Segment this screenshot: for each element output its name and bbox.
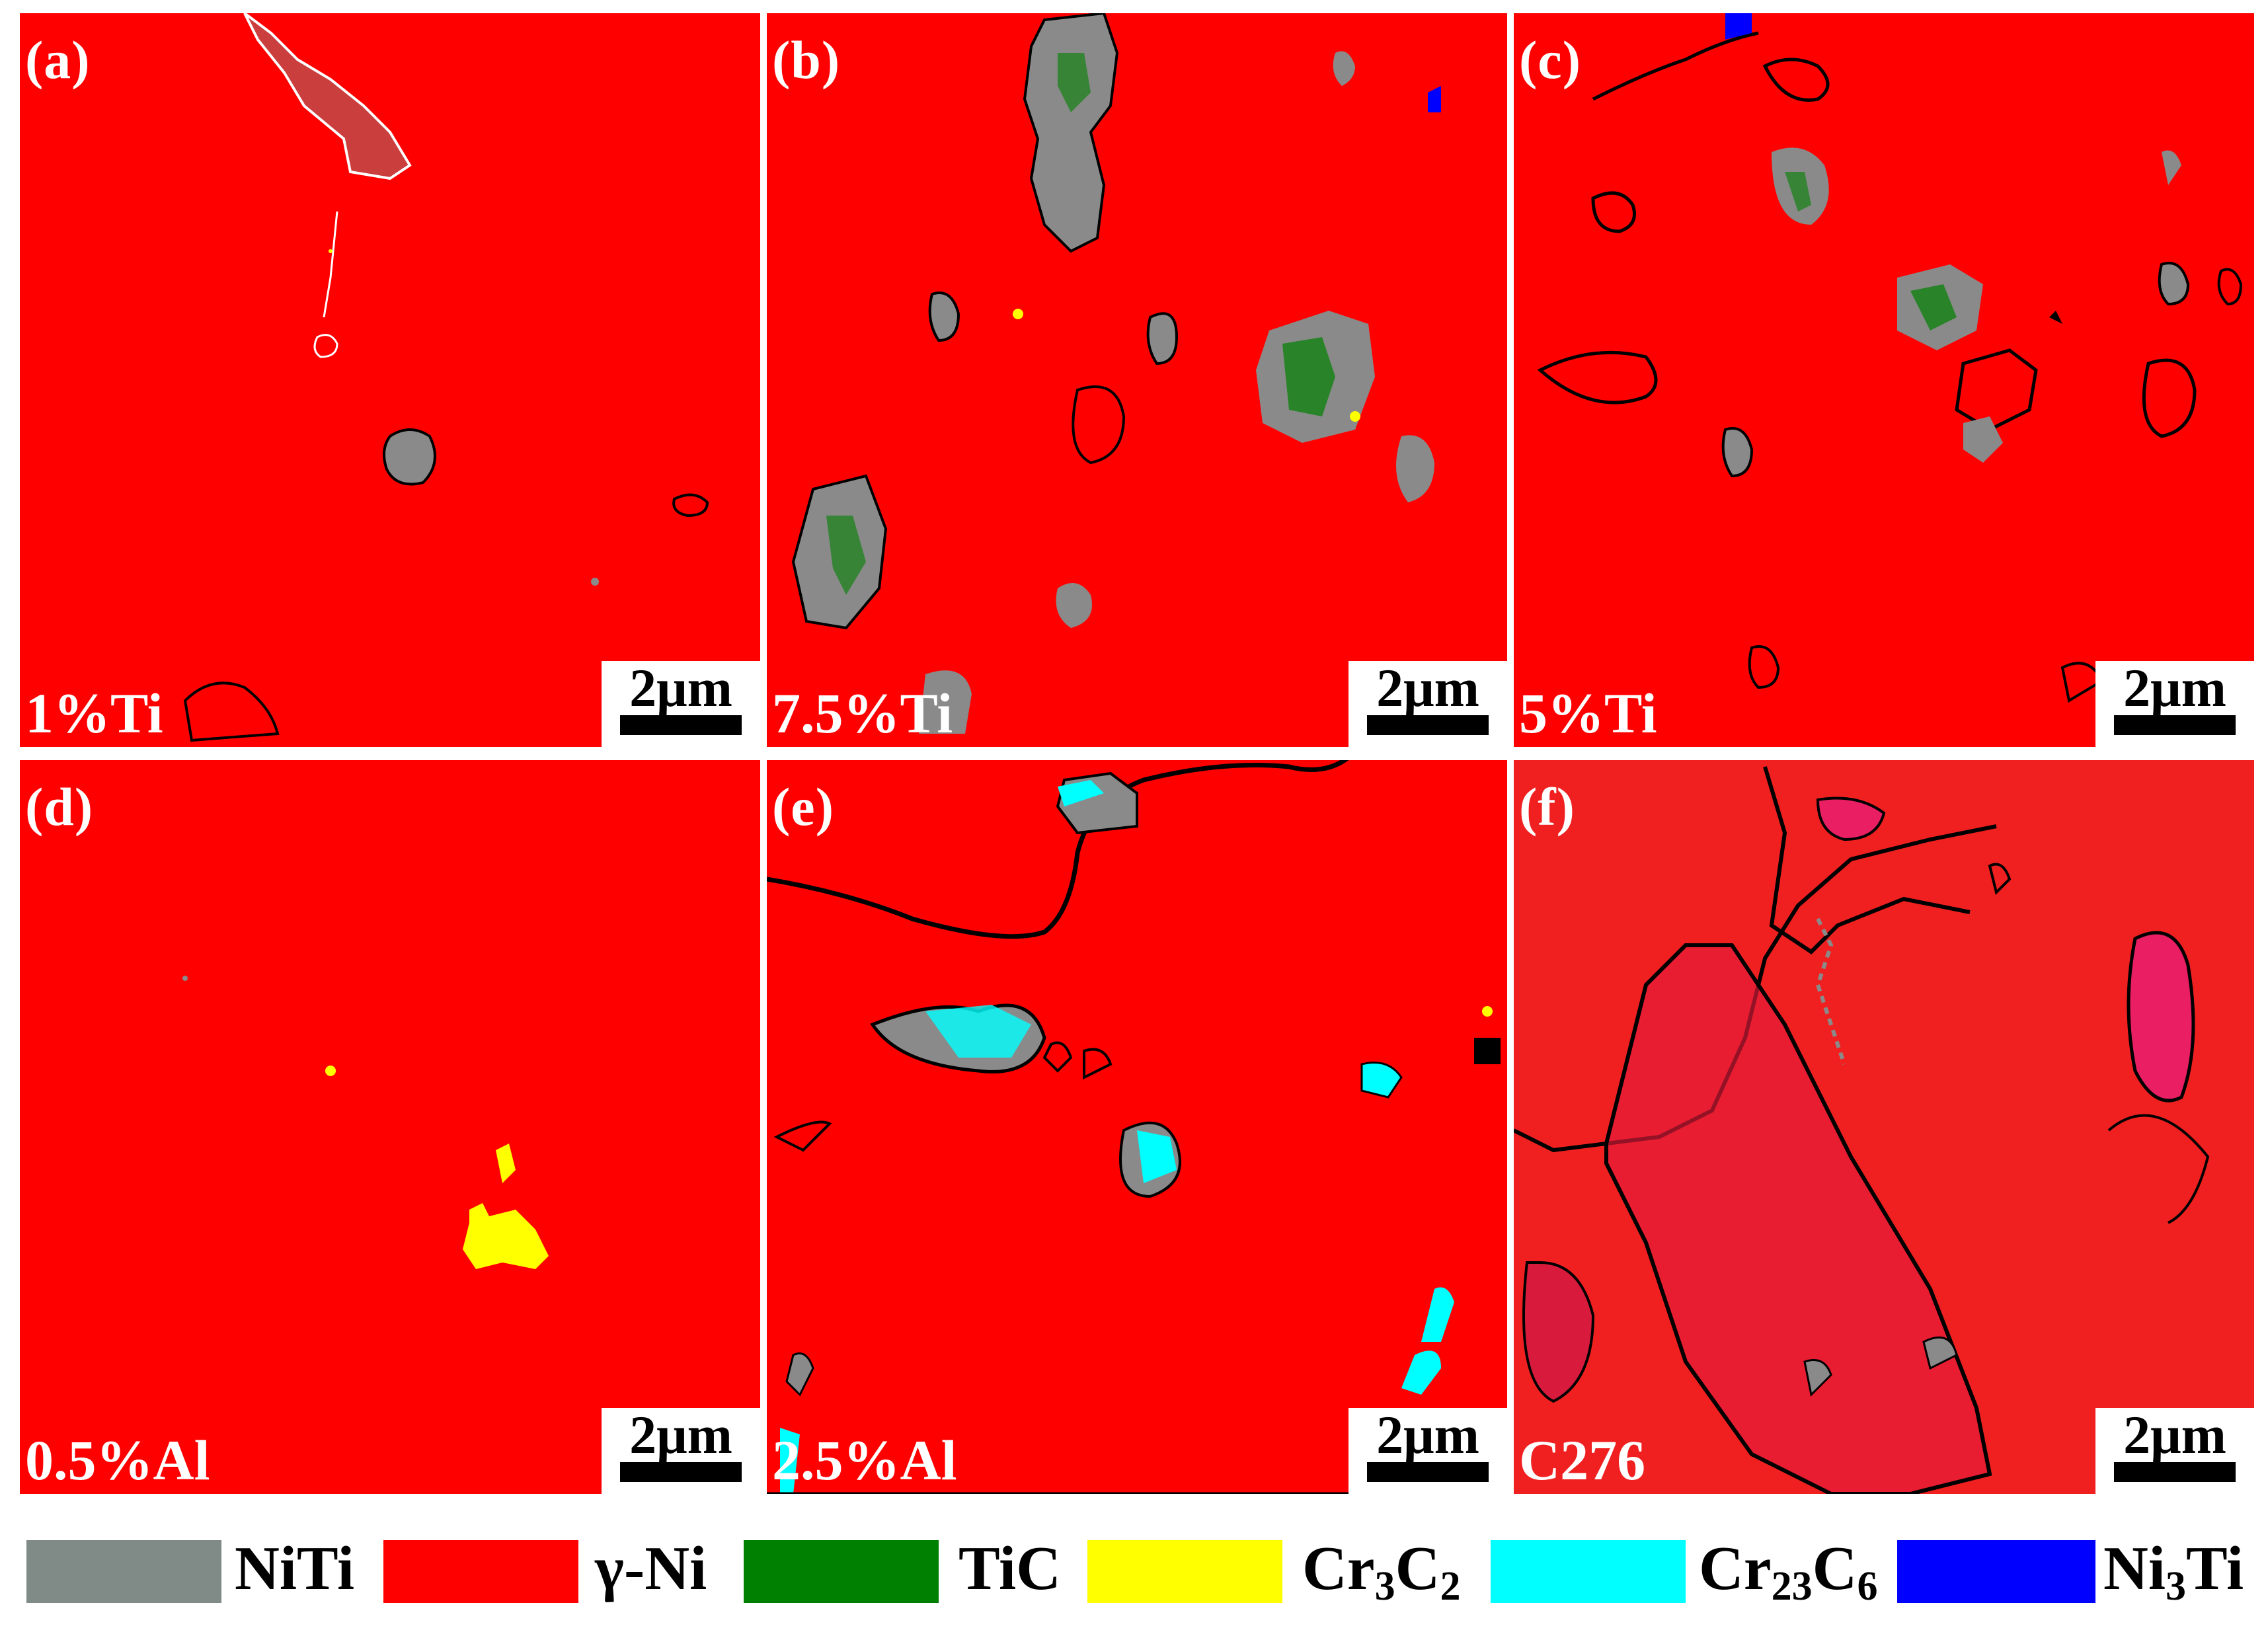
scale-text: 2μm [2123,1405,2226,1465]
scale-text: 2μm [1376,658,1479,718]
panel-label: (b) [772,30,841,90]
legend-swatch-gamma-ni [383,1540,578,1603]
legend-label-gamma-ni: γ-Ni [595,1534,707,1603]
phase-legend: NiTi γ-Ni TiC Cr3C2 Cr23C6 Ni3Ti [0,1534,2268,1613]
scale-bar-line [620,715,742,735]
legend-label-tic: TiC [958,1534,1061,1603]
panel-label: (d) [25,777,94,837]
panel-b: (b) 7.5%Ti 2μm [767,13,1507,747]
panel-label: (a) [25,30,91,90]
panel-f: (f) C276 2μm [1514,760,2254,1494]
legend-label-niti: NiTi [235,1534,355,1603]
legend-swatch-tic [744,1540,939,1603]
phase-map-e [767,760,1501,1494]
scale-bar: 2μm [602,661,760,747]
scale-bar-line [2114,1462,2236,1482]
legend-label-ni3ti: Ni3Ti [2103,1534,2244,1609]
legend-swatch-cr23c6 [1491,1540,1686,1603]
legend-swatch-niti [26,1540,221,1603]
scale-text: 2μm [1376,1405,1479,1465]
scale-text: 2μm [2123,658,2226,718]
scale-bar: 2μm [1349,661,1507,747]
composition-label: 1%Ti [25,681,163,745]
phase-map-f [1514,766,2210,1494]
composition-label: 2.5%Al [772,1428,957,1492]
panel-label: (e) [772,777,835,837]
panel-label: (c) [1519,30,1582,90]
scale-bar: 2μm [2095,661,2254,747]
scale-bar-line [1367,1462,1489,1482]
scale-bar-line [620,1462,742,1482]
panel-e: (e) 2.5%Al 2μm [767,760,1507,1494]
composition-label: C276 [1519,1428,1646,1492]
phase-map-c [1537,13,2243,703]
scale-text: 2μm [629,658,732,718]
composition-label: 7.5%Ti [772,681,953,745]
scale-bar-line [1367,715,1489,735]
scale-bar: 2μm [1349,1408,1507,1494]
panel-label: (f) [1519,777,1575,837]
phase-map-a [183,13,709,742]
legend-label-cr3c2: Cr3C2 [1302,1534,1461,1609]
composition-label: 5%Ti [1519,681,1657,745]
phase-map-b [791,13,1441,734]
scale-bar: 2μm [602,1408,760,1494]
legend-swatch-cr3c2 [1087,1540,1282,1603]
scale-bar: 2μm [2095,1408,2254,1494]
scale-text: 2μm [629,1405,732,1465]
panel-d: (d) 0.5%Al 2μm [20,760,760,1494]
legend-label-cr23c6: Cr23C6 [1699,1534,1878,1609]
panel-a: (a) 1%Ti 2μm [20,13,760,747]
scale-bar-line [2114,715,2236,735]
panel-c: (c) 5%Ti 2μm [1514,13,2254,747]
legend-swatch-ni3ti [1897,1540,2095,1603]
phase-map-d [182,976,549,1269]
composition-label: 0.5%Al [25,1428,210,1492]
